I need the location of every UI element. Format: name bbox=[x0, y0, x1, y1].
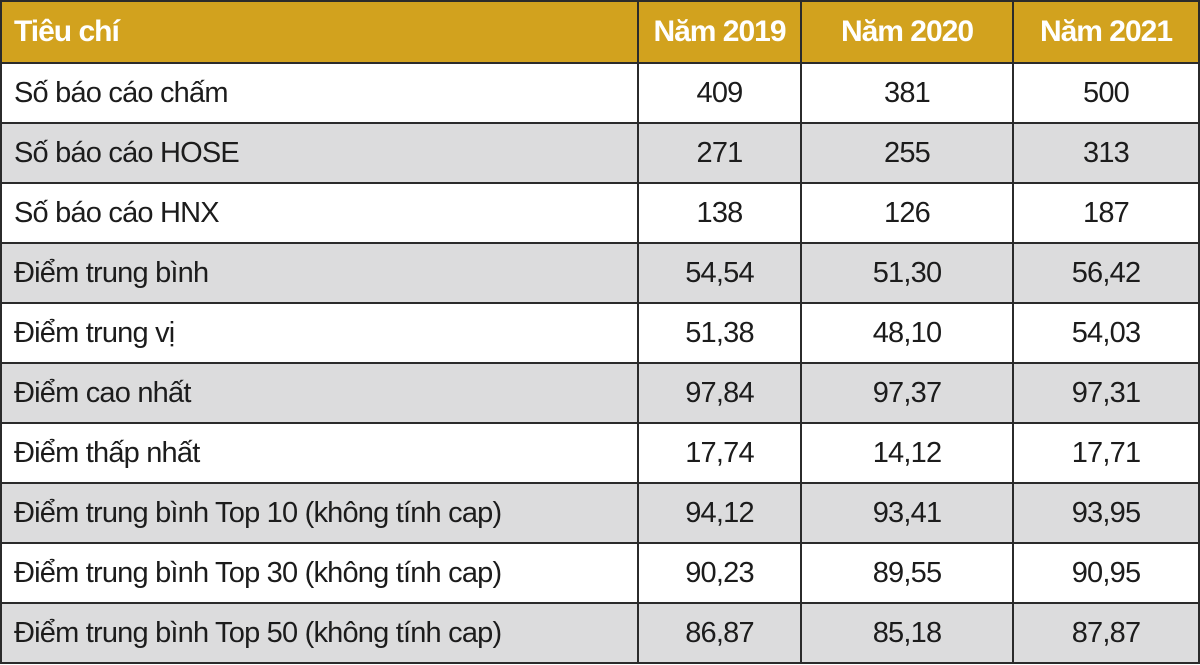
cell-2021: 90,95 bbox=[1012, 542, 1200, 604]
table-row: Điểm trung bình Top 30 (không tính cap) … bbox=[0, 542, 1200, 604]
table-row: Điểm cao nhất 97,84 97,37 97,31 bbox=[0, 362, 1200, 424]
cell-2019: 409 bbox=[637, 62, 802, 124]
column-header-2020: Năm 2020 bbox=[800, 0, 1014, 64]
cell-2020: 126 bbox=[800, 182, 1014, 244]
table-body: Số báo cáo chấm 409 381 500 Số báo cáo H… bbox=[0, 62, 1200, 664]
table-row: Điểm trung bình Top 50 (không tính cap) … bbox=[0, 602, 1200, 664]
row-label: Số báo cáo chấm bbox=[0, 62, 639, 124]
cell-2019: 138 bbox=[637, 182, 802, 244]
cell-2021: 17,71 bbox=[1012, 422, 1200, 484]
column-header-2019: Năm 2019 bbox=[637, 0, 802, 64]
row-label: Điểm trung bình bbox=[0, 242, 639, 304]
row-label: Điểm trung vị bbox=[0, 302, 639, 364]
cell-2021: 87,87 bbox=[1012, 602, 1200, 664]
table-row: Số báo cáo chấm 409 381 500 bbox=[0, 62, 1200, 124]
cell-2020: 48,10 bbox=[800, 302, 1014, 364]
cell-2019: 90,23 bbox=[637, 542, 802, 604]
table-header: Tiêu chí Năm 2019 Năm 2020 Năm 2021 bbox=[0, 0, 1200, 64]
cell-2020: 93,41 bbox=[800, 482, 1014, 544]
cell-2019: 54,54 bbox=[637, 242, 802, 304]
cell-2020: 89,55 bbox=[800, 542, 1014, 604]
cell-2019: 271 bbox=[637, 122, 802, 184]
table-row: Số báo cáo HNX 138 126 187 bbox=[0, 182, 1200, 244]
cell-2019: 17,74 bbox=[637, 422, 802, 484]
row-label: Số báo cáo HOSE bbox=[0, 122, 639, 184]
row-label: Điểm thấp nhất bbox=[0, 422, 639, 484]
column-header-criteria: Tiêu chí bbox=[0, 0, 639, 64]
cell-2019: 97,84 bbox=[637, 362, 802, 424]
cell-2019: 86,87 bbox=[637, 602, 802, 664]
cell-2021: 54,03 bbox=[1012, 302, 1200, 364]
row-label: Điểm trung bình Top 30 (không tính cap) bbox=[0, 542, 639, 604]
table-row: Số báo cáo HOSE 271 255 313 bbox=[0, 122, 1200, 184]
cell-2021: 93,95 bbox=[1012, 482, 1200, 544]
cell-2021: 187 bbox=[1012, 182, 1200, 244]
cell-2021: 500 bbox=[1012, 62, 1200, 124]
column-header-2021: Năm 2021 bbox=[1012, 0, 1200, 64]
table-row: Điểm trung vị 51,38 48,10 54,03 bbox=[0, 302, 1200, 364]
row-label: Điểm cao nhất bbox=[0, 362, 639, 424]
header-row: Tiêu chí Năm 2019 Năm 2020 Năm 2021 bbox=[0, 0, 1200, 64]
cell-2020: 14,12 bbox=[800, 422, 1014, 484]
cell-2021: 97,31 bbox=[1012, 362, 1200, 424]
cell-2020: 255 bbox=[800, 122, 1014, 184]
cell-2019: 51,38 bbox=[637, 302, 802, 364]
table-row: Điểm thấp nhất 17,74 14,12 17,71 bbox=[0, 422, 1200, 484]
row-label: Điểm trung bình Top 50 (không tính cap) bbox=[0, 602, 639, 664]
table-row: Điểm trung bình Top 10 (không tính cap) … bbox=[0, 482, 1200, 544]
cell-2020: 97,37 bbox=[800, 362, 1014, 424]
row-label: Điểm trung bình Top 10 (không tính cap) bbox=[0, 482, 639, 544]
table-row: Điểm trung bình 54,54 51,30 56,42 bbox=[0, 242, 1200, 304]
row-label: Số báo cáo HNX bbox=[0, 182, 639, 244]
cell-2020: 51,30 bbox=[800, 242, 1014, 304]
cell-2020: 381 bbox=[800, 62, 1014, 124]
cell-2020: 85,18 bbox=[800, 602, 1014, 664]
cell-2021: 56,42 bbox=[1012, 242, 1200, 304]
cell-2019: 94,12 bbox=[637, 482, 802, 544]
cell-2021: 313 bbox=[1012, 122, 1200, 184]
